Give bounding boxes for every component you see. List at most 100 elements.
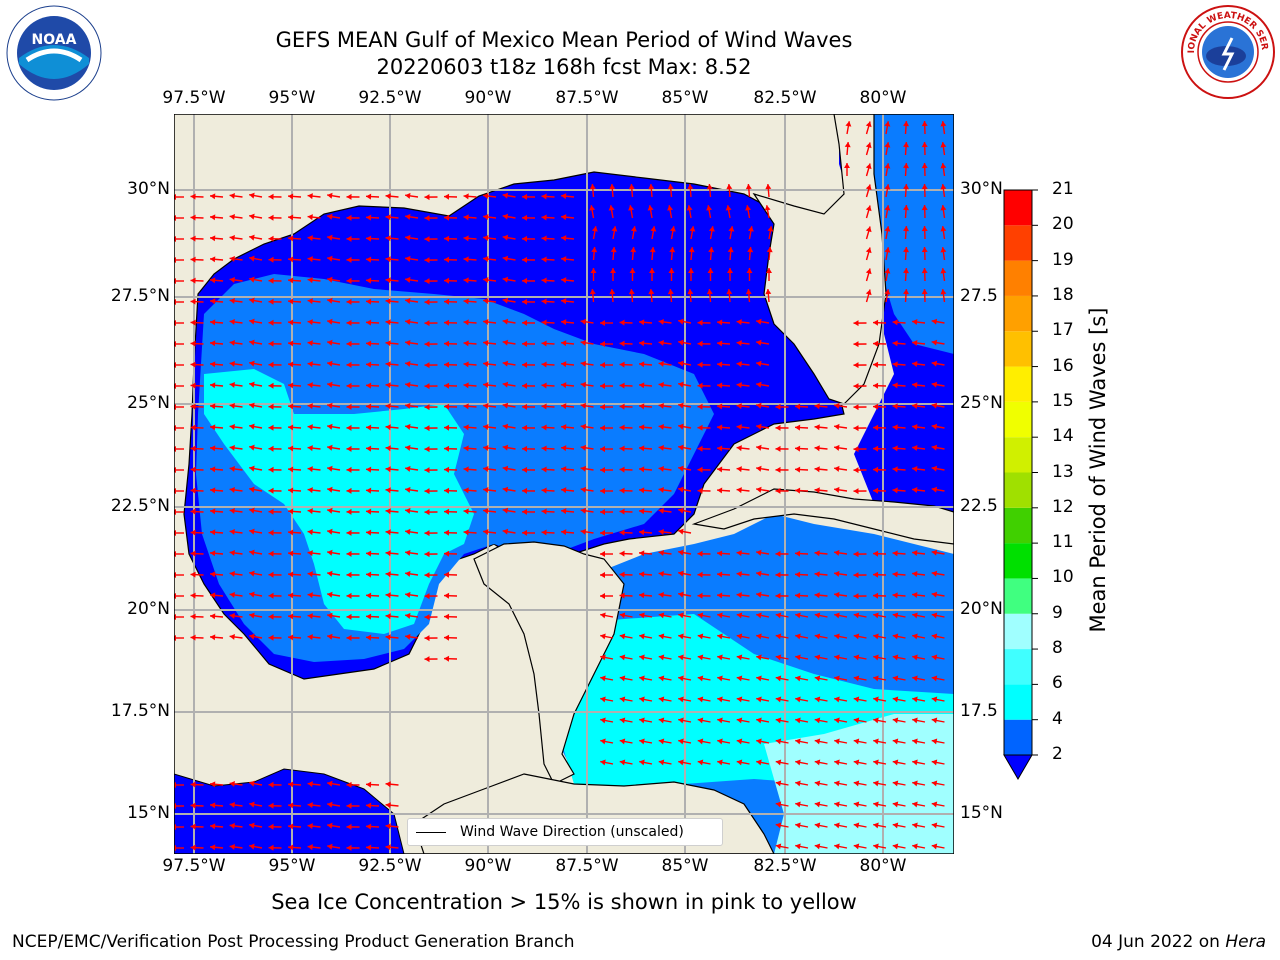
wave-direction-arrowhead [463,277,469,284]
wave-direction-arrowhead [873,633,879,640]
wave-direction-arrowhead [210,382,216,389]
lat-label-left: 20°N [127,599,170,619]
wave-direction-arrowhead [912,319,918,326]
colorbar-segment [1004,719,1032,755]
wave-direction-arrowhead [190,193,196,200]
wave-direction-arrowhead [756,591,762,598]
wave-direction-arrowhead [249,318,255,325]
colorbar-segment [1004,684,1032,720]
wave-direction-arrowhead [561,382,567,389]
wave-direction-arrowhead [697,633,704,640]
wave-direction-arrowhead [307,256,313,263]
wave-direction-arrowhead [346,823,352,830]
wave-direction-arrowhead [346,613,352,620]
wave-direction-arrowhead [190,781,196,788]
wave-direction-arrowhead [580,402,587,409]
wave-direction-arrowhead [697,319,703,326]
map-legend: Wind Wave Direction (unscaled) [407,818,723,846]
wave-direction-arrowhead [600,404,605,410]
wave-direction-arrowhead [541,403,547,410]
wave-direction-arrowhead [795,780,801,787]
wave-direction-arrowhead [912,487,918,494]
wave-direction-arrowhead [190,487,196,494]
wave-direction-arrowhead [853,551,859,558]
wave-direction-arrowhead [288,214,294,221]
run-date-prefix: 04 Jun 2022 on [1091,932,1220,952]
wave-direction-arrowhead [658,717,665,724]
wave-direction-arrowhead [736,759,743,766]
wave-direction-arrowhead [229,276,235,283]
wave-direction-arrowhead [210,403,216,410]
wave-direction-arrowhead [931,486,938,493]
lon-label-top: 92.5°W [358,88,422,108]
wave-direction-arrowhead [405,486,411,493]
wave-direction-arrowhead [307,613,313,620]
colorbar-tick-label: 15 [1052,390,1074,411]
wave-direction-arrowhead [609,184,616,190]
wave-direction-arrowhead [775,550,781,557]
wave-direction-arrowhead [600,612,606,619]
wave-direction-arrowhead [619,508,625,515]
wave-direction-arrowhead [678,402,684,409]
wave-direction-arrowhead [405,402,411,409]
wave-direction-arrowhead [463,508,469,515]
wave-direction-arrowhead [366,256,372,263]
wave-direction-arrowhead [541,319,547,326]
wave-direction-arrowhead [921,184,928,190]
wave-direction-arrowhead [522,445,528,452]
wave-direction-arrowhead [307,445,313,452]
wave-direction-arrowhead [249,780,255,787]
wave-direction-arrowhead [385,298,391,305]
wave-direction-arrowhead [307,781,313,788]
wave-direction-arrowhead [884,142,891,148]
wave-direction-arrowhead [912,759,918,766]
wave-direction-arrowhead [931,801,938,808]
wave-direction-arrowhead [717,738,723,745]
colorbar-segment [1004,507,1032,544]
wave-direction-arrowhead [686,205,693,211]
wave-direction-arrowhead [502,213,509,220]
wave-direction-arrowhead [667,205,674,211]
wave-direction-arrowhead [639,633,645,640]
wave-direction-arrowhead [483,445,489,452]
wave-direction-arrowhead [444,193,450,200]
colorbar-tick-label: 8 [1052,638,1063,659]
wave-direction-arrowhead [444,256,450,263]
wave-direction-arrowhead [210,214,216,221]
wave-direction-arrowhead [580,465,587,472]
wave-direction-arrowhead [288,529,294,536]
wave-direction-arrowhead [892,361,898,368]
wave-direction-arrowhead [288,802,294,809]
wave-direction-arrowhead [931,423,938,430]
wave-direction-arrowhead [873,675,879,682]
colorbar-tick-label: 17 [1052,320,1074,341]
wave-direction-arrowhead [541,361,547,368]
wave-direction-arrowhead [385,529,391,536]
wave-direction-arrowhead [678,549,684,556]
wave-direction-arrowhead [327,276,333,283]
wave-direction-arrowhead [619,319,625,326]
colorbar-title: Mean Period of Wind Waves [s] [1086,307,1110,633]
wave-direction-arrowhead [346,424,352,431]
wave-direction-arrowhead [210,319,216,326]
wave-direction-arrowhead [697,550,703,557]
wave-direction-arrowhead [658,675,665,682]
wave-direction-arrowhead [327,801,333,808]
wave-direction-arrowhead [229,444,235,451]
colorbar-segment [1004,543,1032,579]
wave-direction-arrowhead [307,487,313,494]
wave-direction-arrowhead [903,226,910,232]
wave-direction-arrowhead [931,843,938,850]
wave-direction-arrowhead [541,214,547,221]
wave-direction-arrowhead [600,425,605,431]
wave-direction-arrowhead [288,445,294,452]
wave-direction-arrowhead [736,550,742,557]
wave-direction-arrowhead [892,759,899,766]
wave-direction-arrowhead [346,319,352,326]
wave-direction-arrowhead [327,507,333,514]
lat-label-left: 30°N [127,179,170,199]
wave-direction-arrowhead [268,823,274,830]
wave-direction-arrowhead [775,780,782,787]
wave-direction-arrowhead [444,571,450,578]
wave-direction-arrowhead [903,163,910,169]
